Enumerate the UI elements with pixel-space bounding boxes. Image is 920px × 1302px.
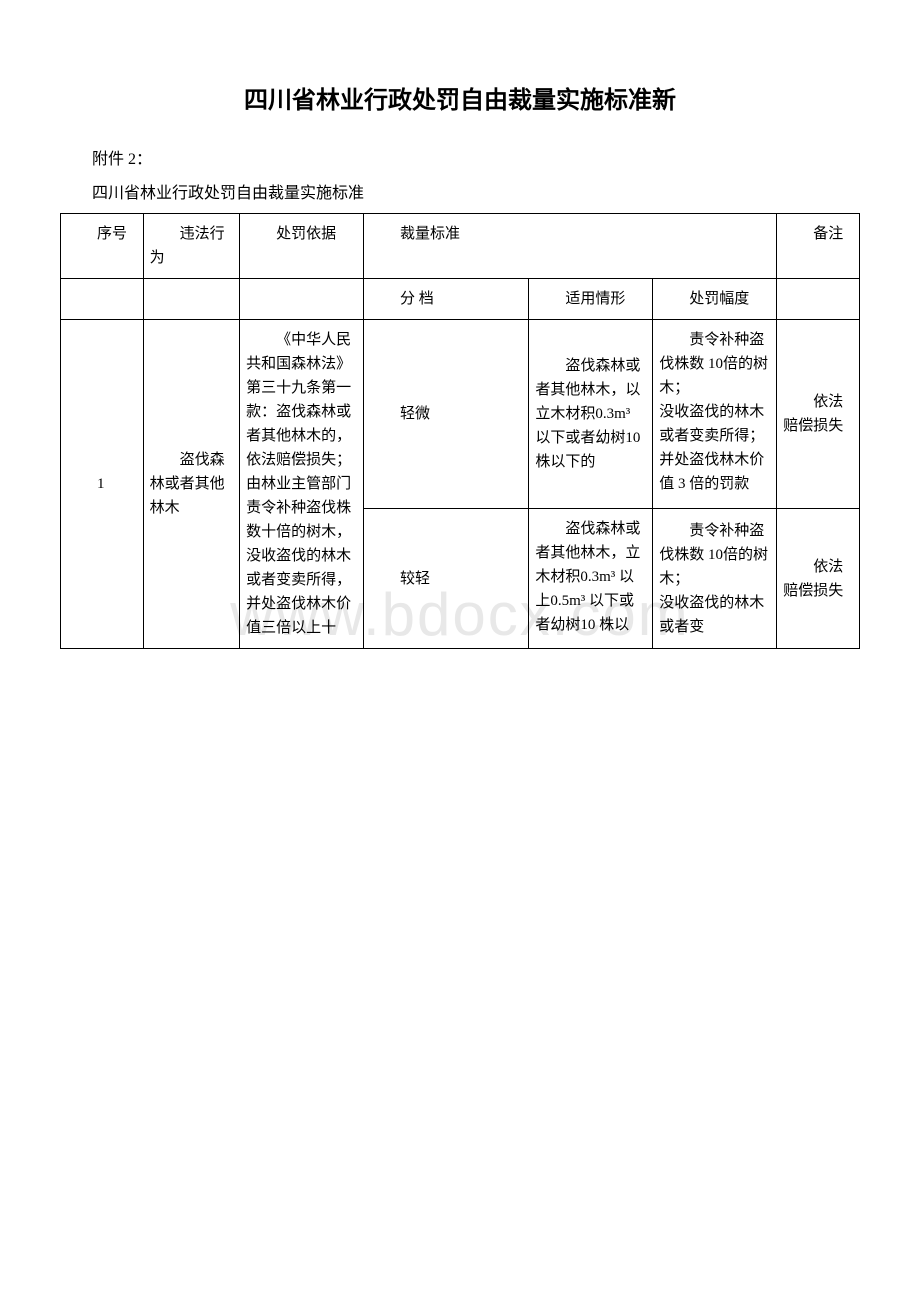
header-behavior-empty xyxy=(143,279,239,320)
header-basis-empty xyxy=(240,279,364,320)
subtitle: 四川省林业行政处罚自由裁量实施标准 xyxy=(60,179,860,203)
header-standard: 裁量标准 xyxy=(364,214,777,279)
cell-penalty-0: 责令补种盗伐株数 10倍的树木； 没收盗伐的林木或者变卖所得； 并处盗伐林木价值… xyxy=(653,320,777,509)
header-note-empty xyxy=(777,279,860,320)
cell-level-0: 轻微 xyxy=(364,320,529,509)
table-header-row-2: 分 档 适用情形 处罚幅度 xyxy=(61,279,860,320)
header-sub-level: 分 档 xyxy=(364,279,529,320)
cell-penalty-1: 责令补种盗伐株数 10倍的树木； 没收盗伐的林木或者变 xyxy=(653,509,777,649)
table-header-row-1: 序号 违法行为 处罚依据 裁量标准 备注 xyxy=(61,214,860,279)
cell-note-0: 依法赔偿损失 xyxy=(777,320,860,509)
header-basis: 处罚依据 xyxy=(240,214,364,279)
cell-seq: 1 xyxy=(61,320,144,649)
header-seq: 序号 xyxy=(61,214,144,279)
table-row: 1 盗伐森林或者其他林木 《中华人民共和国森林法》第三十九条第一款：盗伐森林或者… xyxy=(61,320,860,509)
header-behavior: 违法行为 xyxy=(143,214,239,279)
cell-basis: 《中华人民共和国森林法》第三十九条第一款：盗伐森林或者其他林木的，依法赔偿损失；… xyxy=(240,320,364,649)
header-note: 备注 xyxy=(777,214,860,279)
page-title: 四川省林业行政处罚自由裁量实施标准新 xyxy=(60,80,860,115)
cell-note-1: 依法赔偿损失 xyxy=(777,509,860,649)
cell-situation-0: 盗伐森林或者其他林木，以立木材积0.3m³ 以下或者幼树10 株以下的 xyxy=(529,320,653,509)
cell-situation-1: 盗伐森林或者其他林木，立木材积0.3m³ 以上0.5m³ 以下或者幼树10 株以 xyxy=(529,509,653,649)
cell-level-1: 较轻 xyxy=(364,509,529,649)
header-sub-situation: 适用情形 xyxy=(529,279,653,320)
document-content: 四川省林业行政处罚自由裁量实施标准新 附件 2： 四川省林业行政处罚自由裁量实施… xyxy=(60,80,860,649)
standards-table: 序号 违法行为 处罚依据 裁量标准 备注 分 档 适用情形 处罚幅度 1 盗伐森… xyxy=(60,213,860,649)
header-sub-penalty: 处罚幅度 xyxy=(653,279,777,320)
cell-behavior: 盗伐森林或者其他林木 xyxy=(143,320,239,649)
prefix-text: 附件 2： xyxy=(60,145,860,169)
header-seq-empty xyxy=(61,279,144,320)
